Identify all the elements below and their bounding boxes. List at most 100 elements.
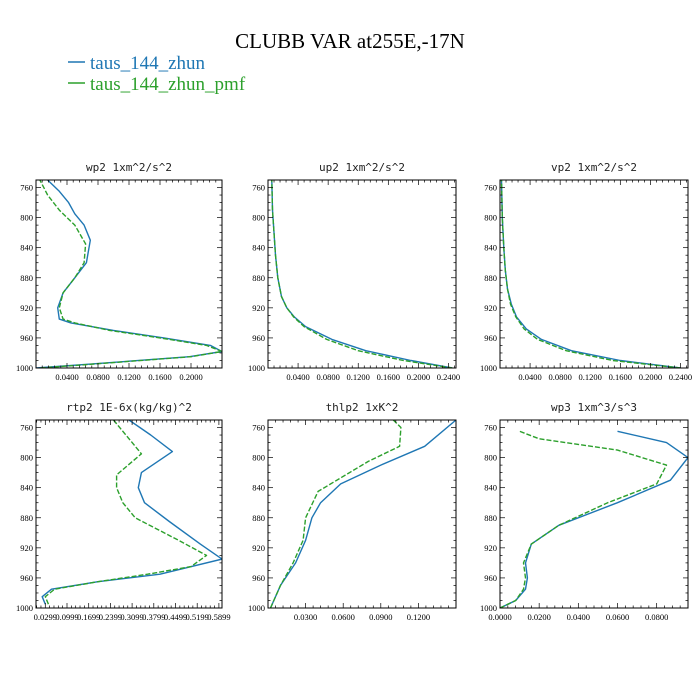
series-line-zhun (271, 180, 453, 368)
series-line-zhun-pmf (500, 180, 681, 368)
x-tick-label: 0.1200 (117, 372, 140, 382)
x-tick-label: 0.3799 (142, 612, 165, 622)
panels: wp2 1xm^2/s^2 760 800 840 880 920 960 1000 0.040… (16, 161, 692, 622)
plot-frame (267, 419, 457, 609)
x-tick-label: 0.0800 (86, 372, 109, 382)
y-tick-label: 960 (20, 333, 33, 343)
x-tick-label: 0.5199 (186, 612, 209, 622)
y-tick-label: 840 (252, 243, 265, 253)
figure-title: CLUBB VAR at255E,-17N (235, 29, 465, 53)
y-tick-label: 960 (20, 573, 33, 583)
y-tick-label: 760 (20, 183, 33, 193)
x-tick-label: 0.0299 (34, 612, 57, 622)
x-tick-label: 0.2000 (179, 372, 202, 382)
x-tick-label: 0.1200 (579, 372, 602, 382)
y-tick-label: 800 (20, 213, 33, 223)
y-tick-label: 880 (252, 513, 265, 523)
y-tick-label: 1000 (16, 363, 33, 373)
y-tick-label: 840 (20, 483, 33, 493)
x-tick-label: 0.2000 (639, 372, 662, 382)
y-tick-label: 880 (252, 273, 265, 283)
panel-2: up2 1xm^2/s^2 760 800 840 880 920 960 1000 0.040… (248, 161, 460, 382)
x-tick-label: 0.2399 (99, 612, 122, 622)
y-tick-label: 800 (252, 453, 265, 463)
y-tick-label: 1000 (480, 363, 497, 373)
panel-3: vp2 1xm^2/s^2 760 800 840 880 920 960 1000 0.040… (480, 161, 692, 382)
series-line-zhun (269, 420, 456, 608)
x-tick-label: 0.0000 (488, 612, 511, 622)
y-tick-label: 960 (252, 333, 265, 343)
y-tick-label: 960 (484, 333, 497, 343)
y-tick-label: 880 (20, 513, 33, 523)
x-tick-label: 0.0600 (332, 612, 355, 622)
y-tick-label: 840 (484, 243, 497, 253)
x-tick-label: 0.0900 (369, 612, 392, 622)
y-tick-label: 800 (20, 453, 33, 463)
y-tick-label: 880 (484, 513, 497, 523)
y-tick-label: 840 (484, 483, 497, 493)
plot-frame (35, 179, 223, 369)
x-tick-label: 0.5899 (207, 612, 230, 622)
y-tick-label: 960 (484, 573, 497, 583)
series-line-zhun (36, 180, 222, 368)
series-line-zhun (500, 430, 688, 608)
y-tick-label: 880 (484, 273, 497, 283)
x-tick-label: 0.0200 (527, 612, 550, 622)
x-tick-label: 0.0400 (55, 372, 78, 382)
x-tick-label: 0.1600 (609, 372, 632, 382)
x-tick-label: 0.3099 (120, 612, 143, 622)
y-tick-label: 1000 (480, 603, 497, 613)
x-tick-label: 0.0400 (286, 372, 309, 382)
panel-1: wp2 1xm^2/s^2 760 800 840 880 920 960 1000 0.040… (16, 161, 223, 382)
panel-title: thlp2 1xK^2 (326, 401, 399, 414)
y-tick-label: 800 (252, 213, 265, 223)
series-line-zhun-pmf (44, 420, 208, 605)
plot-frame (267, 179, 457, 369)
y-tick-label: 920 (20, 303, 33, 313)
x-tick-label: 0.1200 (407, 612, 430, 622)
series-line-zhun-pmf (39, 180, 222, 368)
x-tick-label: 0.0800 (645, 612, 668, 622)
x-tick-label: 0.2400 (437, 372, 460, 382)
y-tick-label: 760 (252, 183, 265, 193)
plot-frame (35, 419, 223, 609)
panel-title: wp3 1xm^3/s^3 (551, 401, 637, 414)
plot-frame (499, 419, 689, 609)
panel-title: vp2 1xm^2/s^2 (551, 161, 637, 174)
y-tick-label: 1000 (16, 603, 33, 613)
y-tick-label: 920 (484, 303, 497, 313)
legend: taus_144_zhun taus_144_zhun_pmf (68, 53, 246, 95)
y-tick-label: 920 (20, 543, 33, 553)
y-tick-label: 1000 (248, 363, 265, 373)
x-tick-label: 0.0800 (548, 372, 571, 382)
series-line-zhun-pmf (269, 420, 402, 608)
panel-6: wp3 1xm^3/s^3 760 800 840 880 920 960 10000.000… (480, 401, 689, 622)
y-tick-label: 960 (252, 573, 265, 583)
y-tick-label: 840 (20, 243, 33, 253)
y-tick-label: 760 (20, 423, 33, 433)
x-tick-label: 0.0400 (518, 372, 541, 382)
x-tick-label: 0.0300 (294, 612, 317, 622)
legend-label-zhun: taus_144_zhun (90, 53, 206, 74)
series-line-zhun (500, 180, 681, 368)
y-tick-label: 840 (252, 483, 265, 493)
x-tick-label: 0.4499 (164, 612, 187, 622)
x-tick-label: 0.0999 (55, 612, 78, 622)
panel-4: rtp2 1E-6x(kg/kg)^2 760 800 840 880 920 960 100… (16, 401, 231, 622)
x-tick-label: 0.1200 (347, 372, 370, 382)
x-tick-label: 0.1600 (377, 372, 400, 382)
x-tick-label: 0.2400 (669, 372, 692, 382)
x-tick-label: 0.1699 (77, 612, 100, 622)
y-tick-label: 880 (20, 273, 33, 283)
y-tick-label: 800 (484, 213, 497, 223)
y-tick-label: 760 (484, 183, 497, 193)
y-tick-label: 920 (252, 543, 265, 553)
panel-5: thlp2 1xK^2 760 800 840 880 920 960 1000 0.0300 0… (248, 401, 457, 622)
panel-title: wp2 1xm^2/s^2 (86, 161, 172, 174)
y-tick-label: 920 (484, 543, 497, 553)
y-tick-label: 800 (484, 453, 497, 463)
x-tick-label: 0.0600 (606, 612, 629, 622)
panel-title: up2 1xm^2/s^2 (319, 161, 405, 174)
series-line-zhun-pmf (271, 180, 453, 368)
